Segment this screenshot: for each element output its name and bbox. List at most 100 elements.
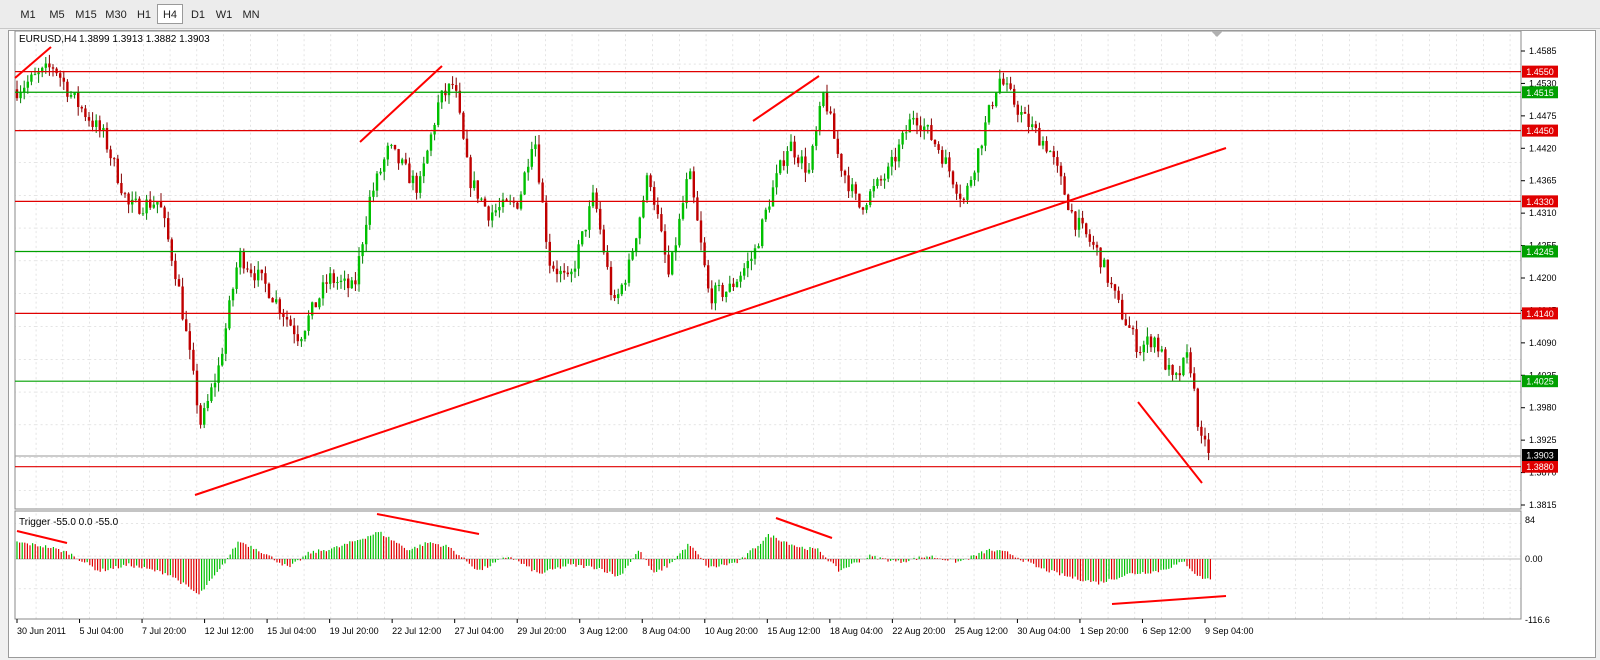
candle-body bbox=[329, 273, 332, 284]
candle-body bbox=[383, 159, 386, 172]
candle-body bbox=[1135, 329, 1138, 353]
candle-body bbox=[930, 125, 933, 140]
price-tick-label: 1.3815 bbox=[1529, 500, 1557, 510]
candle-body bbox=[1049, 151, 1052, 153]
candle-body bbox=[541, 182, 544, 203]
current-price-tag: 1.3903 bbox=[1522, 449, 1558, 461]
candle-body bbox=[606, 252, 609, 267]
candle-body bbox=[1005, 83, 1009, 85]
candle-body bbox=[296, 334, 299, 342]
candle-body bbox=[206, 400, 209, 409]
candle-body bbox=[599, 208, 602, 230]
candle-body bbox=[1074, 211, 1077, 230]
time-tick-label: 29 Jul 20:00 bbox=[517, 626, 566, 636]
candle-body bbox=[1041, 140, 1045, 146]
price-tick-label: 1.4530 bbox=[1529, 78, 1557, 88]
indicator-axis: 84 0.00 -116.6 bbox=[1525, 515, 1550, 625]
candle-body bbox=[1124, 319, 1127, 326]
candle-body bbox=[59, 73, 62, 78]
candle-body bbox=[221, 353, 224, 366]
candle-body bbox=[681, 203, 685, 219]
candle-body bbox=[120, 183, 123, 194]
candle-body bbox=[1146, 336, 1149, 345]
candle-body bbox=[1027, 113, 1030, 127]
candle-body bbox=[314, 302, 317, 308]
level-tag-value: 1.4515 bbox=[1526, 88, 1554, 98]
candle-body bbox=[1081, 217, 1084, 224]
candle-body bbox=[757, 246, 760, 249]
candle-body bbox=[563, 270, 566, 273]
candle-body bbox=[123, 193, 127, 195]
chart-shift-marker-icon bbox=[1211, 31, 1223, 37]
timeframe-m1-button[interactable]: M1 bbox=[20, 9, 36, 21]
candle-body bbox=[1031, 124, 1034, 127]
candle-body bbox=[455, 85, 458, 91]
candle-body bbox=[1164, 349, 1167, 370]
candle-body bbox=[224, 328, 227, 354]
candle-body bbox=[181, 286, 184, 320]
candle-body bbox=[321, 282, 325, 299]
candle-body bbox=[707, 265, 710, 289]
candle-body bbox=[365, 224, 368, 245]
candle-body bbox=[44, 63, 47, 68]
candle-body bbox=[491, 212, 494, 221]
candle-body bbox=[775, 173, 778, 188]
candle-body bbox=[249, 269, 253, 274]
timeframe-toolbar: M1 M5 M15 M30 H1 H4 D1 W1 MN bbox=[0, 0, 1600, 29]
level-tag bbox=[1522, 460, 1558, 473]
timeframe-h4-button[interactable]: H4 bbox=[157, 4, 183, 24]
timeframe-h1-button[interactable]: H1 bbox=[136, 9, 152, 21]
timeframe-m30-button[interactable]: M30 bbox=[105, 9, 127, 21]
timeframe-w1-button[interactable]: W1 bbox=[215, 9, 233, 21]
candle-body bbox=[591, 192, 595, 207]
candle-body bbox=[962, 198, 965, 200]
candle-body bbox=[102, 127, 105, 131]
candle-body bbox=[735, 281, 739, 287]
candle-body bbox=[498, 207, 501, 211]
candle-body bbox=[1142, 344, 1145, 353]
candle-body bbox=[649, 175, 652, 188]
price-tick-label: 1.4420 bbox=[1529, 143, 1557, 153]
candle-body bbox=[375, 173, 379, 191]
timeframe-d1-button[interactable]: D1 bbox=[190, 9, 206, 21]
candle-body bbox=[415, 175, 418, 193]
indicator-pane bbox=[14, 510, 1522, 620]
level-tag-value: 1.3880 bbox=[1526, 462, 1554, 472]
candle-body bbox=[951, 171, 955, 185]
candle-body bbox=[372, 190, 375, 197]
level-tag bbox=[1522, 86, 1558, 99]
candle-body bbox=[293, 325, 296, 335]
timeframe-mn-button[interactable]: MN bbox=[242, 9, 260, 21]
candle-body bbox=[62, 77, 65, 82]
candle-body bbox=[534, 144, 537, 150]
time-tick-label: 30 Aug 04:00 bbox=[1017, 626, 1070, 636]
candle-body bbox=[869, 191, 872, 206]
price-tick-label: 1.4200 bbox=[1529, 273, 1557, 283]
candle-body bbox=[901, 132, 904, 145]
candle-body bbox=[1002, 78, 1005, 85]
candle-body bbox=[1185, 352, 1189, 358]
candle-body bbox=[177, 279, 181, 287]
price-chart[interactable]: EURUSD,H4 1.3899 1.3913 1.3882 1.3903 Tr… bbox=[9, 31, 1595, 657]
candle-body bbox=[30, 74, 33, 82]
candle-body bbox=[15, 89, 19, 99]
candle-body bbox=[271, 297, 274, 303]
candle-body bbox=[923, 126, 926, 131]
time-tick-label: 15 Aug 12:00 bbox=[767, 626, 820, 636]
timeframe-m5-button[interactable]: M5 bbox=[49, 9, 65, 21]
candle-body bbox=[530, 149, 533, 167]
candle-body bbox=[1175, 373, 1178, 375]
candle-body bbox=[653, 187, 656, 205]
candle-body bbox=[404, 159, 407, 164]
candle-body bbox=[836, 138, 839, 154]
candle-body bbox=[217, 365, 220, 383]
candle-body bbox=[1056, 157, 1059, 166]
candle-body bbox=[152, 204, 155, 208]
candle-body bbox=[631, 251, 634, 260]
time-tick-label: 27 Jul 04:00 bbox=[455, 626, 504, 636]
timeframe-m15-button[interactable]: M15 bbox=[75, 9, 97, 21]
candle-body bbox=[689, 171, 692, 180]
candle-body bbox=[1034, 124, 1037, 128]
candle-body bbox=[905, 132, 908, 134]
candle-body bbox=[656, 204, 659, 215]
